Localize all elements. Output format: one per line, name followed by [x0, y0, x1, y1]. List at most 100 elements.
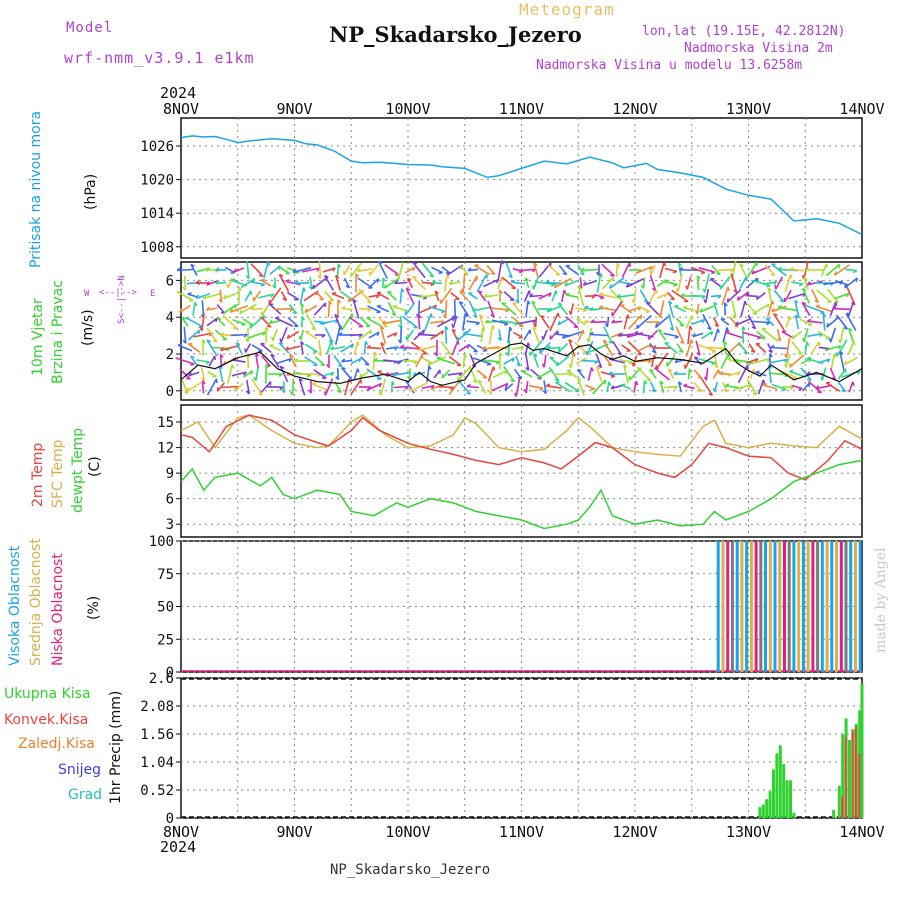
wind-barb [570, 303, 574, 315]
wind-barb [685, 339, 693, 357]
y-tick-label: 3 [166, 517, 174, 533]
wind-barb-head [580, 272, 585, 276]
wind-barb-head [784, 363, 787, 368]
wind-barb-head [430, 282, 435, 287]
wind-barb [611, 301, 623, 317]
wind-barb [837, 368, 847, 380]
wind-barb-head [376, 311, 381, 314]
wind-barb [224, 266, 236, 274]
wind-barb-head [396, 273, 400, 279]
wind-barb [431, 281, 443, 285]
cloud-bar [816, 541, 820, 672]
wind-barb-head [736, 371, 741, 376]
wind-barb-head [826, 322, 829, 328]
wind-barb-head [335, 274, 340, 279]
wind-barb-head [245, 390, 250, 395]
wind-barb [822, 313, 826, 331]
wind-barb [378, 316, 388, 328]
wind-barb [376, 292, 390, 300]
wind-barb [444, 326, 448, 344]
wind-barb-head [412, 275, 417, 278]
legend-snow: Snijeg [58, 762, 102, 778]
wind-barb-head [504, 346, 509, 351]
wind-barb-head [422, 329, 425, 335]
wind-barb [539, 342, 551, 354]
wind-barb [699, 305, 715, 313]
wind-label-2: Brzina i Pravac [50, 280, 66, 384]
wind-barb-head [596, 365, 601, 370]
wind-barb [175, 357, 195, 365]
wind-barb-head [243, 333, 248, 338]
wind-barb-head [275, 316, 280, 319]
wind-barb-head [600, 296, 605, 300]
precip-total-bar [772, 769, 775, 818]
wind-barb-head [278, 373, 283, 377]
wind-barb [451, 340, 459, 356]
wind-barb [537, 369, 553, 379]
wind-barb [557, 318, 569, 326]
wind-barb [341, 313, 353, 331]
wind-barb-head [279, 342, 284, 345]
wind-barb-head [352, 298, 357, 303]
wind-barb-head [647, 335, 651, 340]
wind-barb-head [815, 304, 820, 308]
wind-barb-head [848, 327, 853, 332]
wind-barb-head [338, 364, 343, 368]
wind-barb-head [298, 335, 302, 341]
wind-barb-head [356, 268, 361, 272]
wind-barb [531, 301, 541, 317]
wind-barb [799, 318, 813, 326]
wind-barb [441, 369, 451, 379]
x-tick-bottom: 12NOV [612, 823, 657, 841]
wind-barb-head [545, 383, 551, 387]
wind-barb [336, 368, 340, 380]
wind-barb [687, 325, 691, 345]
wind-barb-head [634, 330, 639, 334]
wind-barb [764, 264, 776, 276]
wind-barb [201, 313, 205, 331]
wind-barb-head [714, 364, 719, 369]
wind-barb-head [451, 328, 457, 332]
wind-barb [242, 318, 254, 326]
wind-barb-head [505, 383, 509, 388]
wind-barb-head [598, 305, 604, 309]
y-tick-label: 0.52 [140, 783, 174, 799]
wind-barb-head [183, 390, 189, 395]
x-tick-bottom: 8NOV [163, 823, 199, 841]
wind-barb [810, 341, 820, 355]
wind-barb [382, 319, 402, 325]
wind-barb-head [317, 352, 322, 357]
wind-barb [847, 340, 855, 356]
wind-barb [735, 318, 751, 326]
wind-barb-head [511, 357, 515, 362]
wind-barb-head [843, 360, 847, 365]
wind-barb [278, 274, 290, 292]
wind-barb [719, 372, 731, 376]
wind-barb-head [238, 286, 242, 291]
wind-barb [453, 299, 457, 319]
wind-unit: (m/s) [80, 309, 96, 346]
wind-barb-head [548, 292, 552, 297]
wind-barb-head [405, 287, 411, 291]
wind-barb [623, 314, 629, 330]
wind-barb [523, 290, 531, 302]
wind-barb-head [791, 334, 795, 340]
temp2m-label: 2m Temp [30, 442, 46, 507]
wind-barb [713, 354, 719, 368]
wind-barb [553, 372, 573, 376]
wind-barb-head [279, 338, 282, 343]
y-tick-label: 12 [157, 441, 174, 457]
wind-barb-head [533, 353, 538, 358]
wind-barb-head [484, 319, 490, 324]
wind-barb-head [694, 310, 699, 315]
wind-barb-head [725, 330, 730, 334]
wind-barb [462, 353, 466, 369]
wind-barb [472, 357, 492, 365]
wind-barb [535, 280, 555, 286]
wind-barb-head [578, 285, 583, 290]
wind-barb [318, 340, 322, 356]
wind-barb [803, 276, 809, 290]
wind-barb-head [573, 326, 578, 329]
wind-barb [665, 267, 677, 273]
wind-barb [477, 380, 487, 394]
